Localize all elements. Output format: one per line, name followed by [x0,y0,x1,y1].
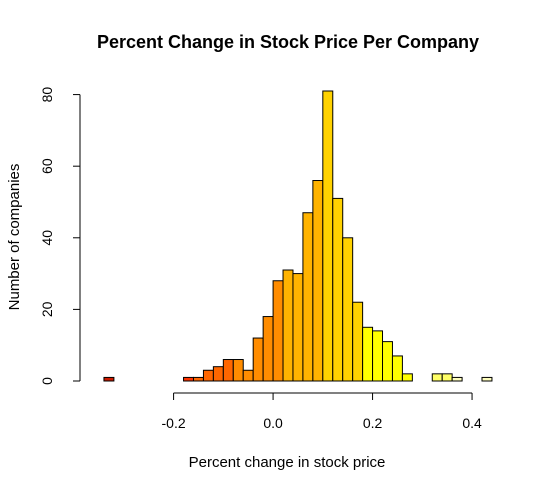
histogram-bar [481,376,493,382]
histogram-bar [302,212,314,382]
chart-title: Percent Change in Stock Price Per Compan… [97,32,479,52]
y-tick-label: 80 [39,87,55,103]
histogram-bar [192,376,204,382]
x-axis: -0.2 0.0 0.2 0.4 [162,392,482,431]
y-tick-label: 60 [39,158,55,174]
histogram-bar [362,326,374,382]
x-tick-label: -0.2 [162,415,186,431]
histogram-bar [103,376,115,382]
histogram-bar [332,197,344,382]
x-axis-label: Percent change in stock price [189,454,386,471]
y-tick-label: 20 [39,301,55,317]
histogram-bar [252,337,264,382]
histogram-bar [391,355,403,382]
histogram-bar [342,237,354,382]
histogram-bar [322,90,334,382]
histogram-bar [401,373,413,382]
histogram-bar [352,301,364,382]
histogram-bar [242,369,254,382]
histogram-bar [212,366,224,382]
histogram-bars [103,90,493,382]
x-tick-label: 0.0 [263,415,283,431]
histogram-bar [272,280,284,382]
histogram-bar [202,369,214,382]
histogram-bar [382,341,393,382]
histogram-bar [312,180,324,382]
histogram-bar [262,316,274,382]
histogram-bar [222,359,234,382]
y-axis: 0 20 40 60 80 [39,87,81,385]
histogram-bar [183,376,194,382]
histogram-bar [441,373,453,382]
histogram-bar [431,373,443,382]
histogram-bar [282,269,294,382]
y-axis-label: Number of companies [6,164,23,311]
histogram-bar [372,330,384,382]
x-tick-label: 0.2 [363,415,383,431]
x-tick-label: 0.4 [462,415,482,431]
y-tick-label: 0 [39,377,55,385]
histogram-bar [292,273,304,382]
histogram-bar [232,359,244,382]
y-tick-label: 40 [39,230,55,246]
histogram-bar [451,376,463,382]
